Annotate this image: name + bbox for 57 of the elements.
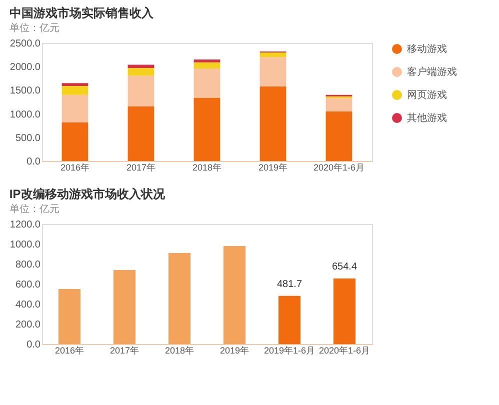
x-tick-label: 2020年1-6月 <box>313 162 365 172</box>
bar <box>194 60 220 62</box>
y-tick-label: 200.0 <box>15 320 41 330</box>
chart-title: 中国游戏市场实际销售收入 <box>9 6 154 20</box>
chart-subtitle: 单位：亿元 <box>9 203 60 215</box>
bar <box>224 246 246 344</box>
legend-label: 网页游戏 <box>407 89 447 101</box>
bar <box>62 83 88 86</box>
y-tick-label: 800.0 <box>15 260 41 270</box>
bar <box>326 111 352 161</box>
chart-title: IP改编移动游戏市场收入状况 <box>9 187 166 201</box>
bar <box>334 278 356 344</box>
y-tick-label: 2000.0 <box>10 62 41 74</box>
x-tick-label: 2018年 <box>192 162 222 172</box>
y-tick-label: 400.0 <box>15 300 41 310</box>
y-tick-label: 1200.0 <box>10 220 41 230</box>
x-tick-label: 2019年1-6月 <box>264 346 316 356</box>
bar <box>194 62 220 68</box>
x-tick-label: 2019年 <box>220 346 250 356</box>
bar <box>194 68 220 98</box>
bar <box>114 270 136 344</box>
bar <box>62 86 88 95</box>
legend-label: 移动游戏 <box>407 43 447 55</box>
y-tick-label: 2500.0 <box>10 38 41 50</box>
y-tick-label: 0.0 <box>26 340 41 350</box>
x-tick-label: 2018年 <box>164 346 194 356</box>
x-tick-label: 2017年 <box>110 346 140 356</box>
bar <box>260 86 286 161</box>
bar <box>194 98 220 161</box>
x-tick-label: 2020年1-6月 <box>318 346 370 356</box>
bar <box>128 76 154 106</box>
bar <box>278 296 300 344</box>
bar <box>62 94 88 122</box>
data-label: 481.7 <box>276 278 302 290</box>
chart-subtitle: 单位：亿元 <box>9 22 60 34</box>
y-tick-label: 500.0 <box>15 132 41 144</box>
bar <box>62 122 88 161</box>
bar <box>58 289 80 344</box>
bar <box>128 106 154 161</box>
y-tick-label: 1000.0 <box>10 240 41 250</box>
bar <box>260 57 286 86</box>
bar <box>128 64 154 68</box>
y-tick-label: 1500.0 <box>10 86 41 97</box>
legend-label: 客户端游戏 <box>407 66 457 78</box>
bar <box>128 68 154 76</box>
y-tick-label: 1000.0 <box>10 109 41 120</box>
y-tick-label: 0.0 <box>26 156 41 168</box>
legend-label: 其他游戏 <box>407 112 447 124</box>
data-label: 654.4 <box>332 262 358 273</box>
x-tick-label: 2016年 <box>60 162 90 172</box>
bar <box>168 253 190 344</box>
y-tick-label: 600.0 <box>15 280 41 290</box>
x-tick-label: 2016年 <box>54 346 84 356</box>
x-tick-label: 2019年 <box>258 162 288 172</box>
x-tick-label: 2017年 <box>126 162 156 172</box>
bar <box>260 52 286 58</box>
bar <box>326 98 352 112</box>
